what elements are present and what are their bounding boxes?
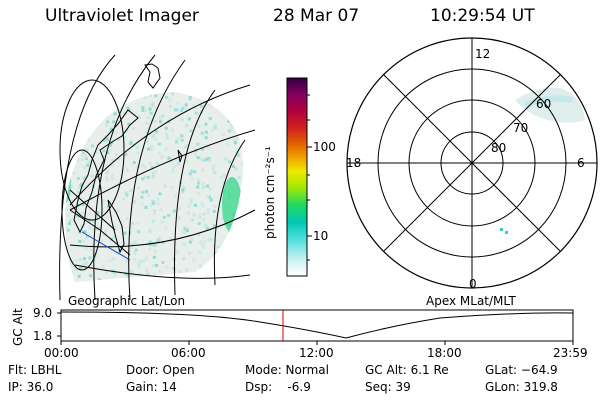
mlt-label-12: 12 <box>475 47 491 61</box>
door-value: Door: Open <box>126 363 195 377</box>
lat-label-80: 80 <box>491 141 507 155</box>
timeline-ytick-top: 9.0 <box>33 306 53 320</box>
timeline-plot <box>57 309 574 345</box>
mlt-label-0: 0 <box>469 277 477 291</box>
date-label: 28 Mar 07 <box>273 6 360 26</box>
instrument-title: Ultraviolet Imager <box>45 6 199 26</box>
ip-value: IP: 36.0 <box>8 380 54 394</box>
time-label: 10:29:54 UT <box>430 6 535 26</box>
timeline-xtick: 00:00 <box>44 346 79 360</box>
colorbar-tick-100: 100 <box>313 140 336 154</box>
colorbar-tick-10: 10 <box>313 229 329 243</box>
seq-value: Seq: 39 <box>365 380 411 394</box>
geo-panel-label: Geographic Lat/Lon <box>68 294 186 308</box>
colorbar-ticks <box>307 94 312 261</box>
timeline-xtick: 06:00 <box>171 346 206 360</box>
timeline-xtick: 23:59 <box>553 346 588 360</box>
colorbar <box>286 77 308 277</box>
glat-value: GLat: −64.9 <box>485 363 558 377</box>
polar-panel-label: Apex MLat/MLT <box>426 294 516 308</box>
mlt-label-18: 18 <box>346 156 362 170</box>
glon-value: GLon: 319.8 <box>485 380 558 394</box>
polar-plot <box>346 37 598 289</box>
colorbar-unit-label: photon cm⁻²s⁻¹ <box>263 146 277 239</box>
gc-alt-value: GC Alt: 6.1 Re <box>365 363 449 377</box>
timeline-ylabel: GC Alt <box>11 308 25 346</box>
mode-value: Mode: Normal <box>245 363 329 377</box>
dsp-value: Dsp: -6.9 <box>245 380 311 394</box>
gain-value: Gain: 14 <box>126 380 177 394</box>
lat-label-60: 60 <box>536 97 552 111</box>
mlt-label-6: 6 <box>577 156 585 170</box>
timeline-ytick-bottom: 1.8 <box>33 329 53 343</box>
geographic-map <box>59 54 256 301</box>
timeline-xtick: 18:00 <box>427 346 462 360</box>
filter-value: Flt: LBHL <box>8 363 62 377</box>
lat-label-70: 70 <box>513 121 529 135</box>
timeline-xtick: 12:00 <box>299 346 334 360</box>
